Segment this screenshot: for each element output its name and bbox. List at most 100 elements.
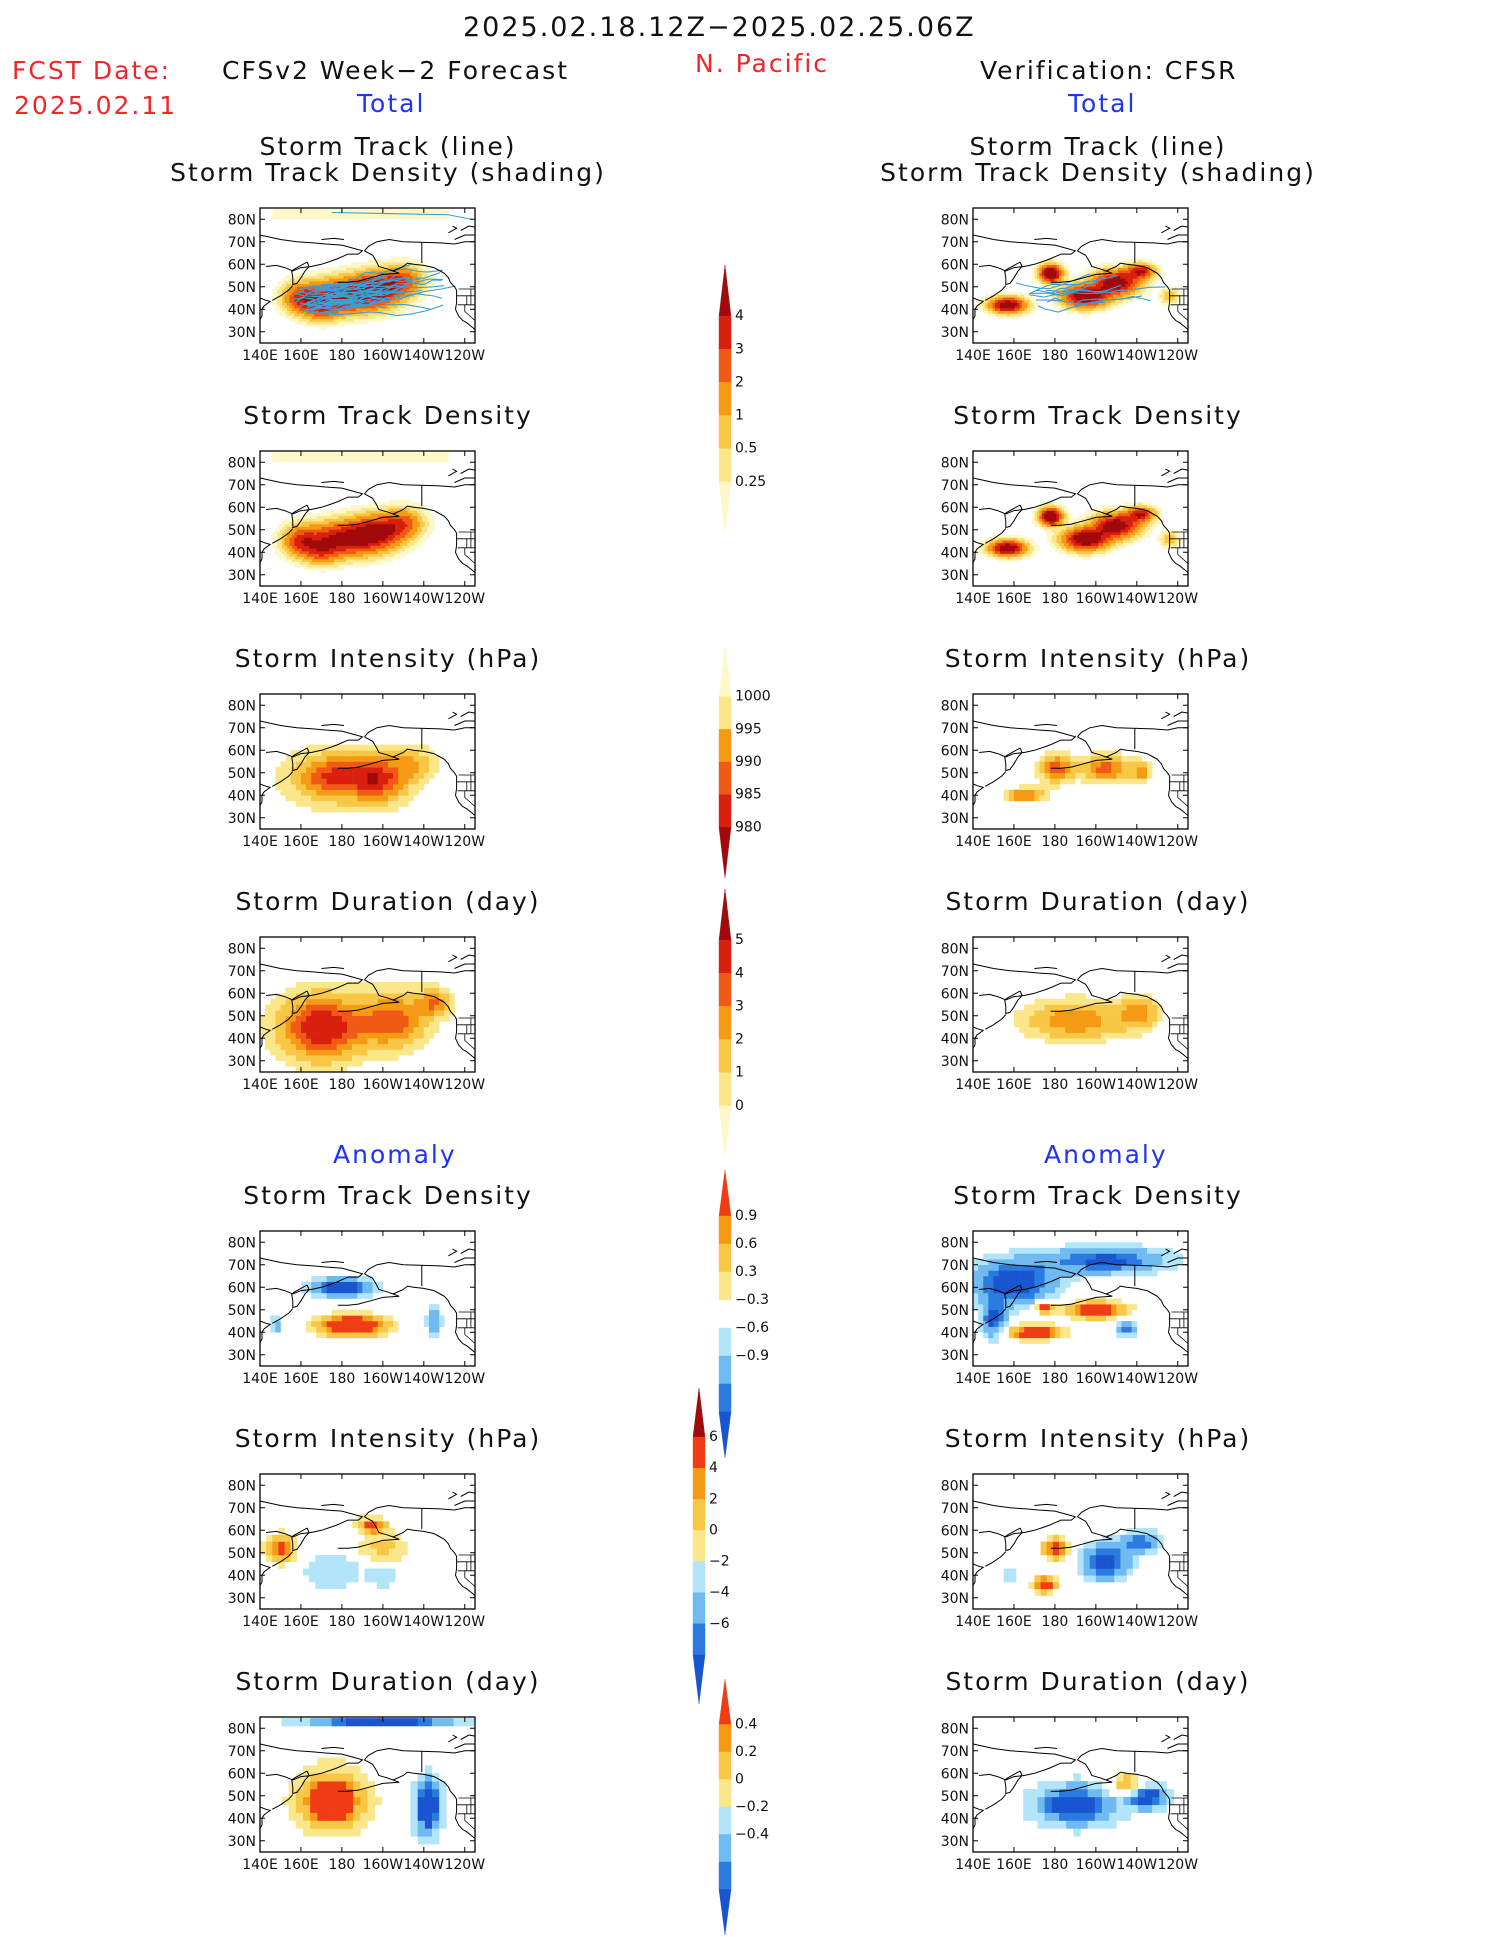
lon-tick-label: 160E (996, 1857, 1032, 1873)
colorbar-tick-label: 990 (735, 754, 762, 770)
lat-tick-label: 60N (941, 500, 969, 516)
lat-tick-label: 30N (941, 325, 969, 341)
colorbar-swatch (719, 416, 731, 449)
lat-tick-label: 60N (941, 1280, 969, 1296)
lat-tick-label: 60N (228, 743, 256, 759)
lon-tick-label: 140W (404, 1371, 445, 1387)
colorbar-tick-label: 4 (735, 965, 744, 981)
colorbar-tick-label: −0.3 (735, 1292, 769, 1308)
colorbar-swatch (719, 973, 731, 1006)
colorbar-swatch (693, 1624, 705, 1655)
lon-tick-label: 140E (955, 1614, 991, 1630)
colorbar-swatch (719, 762, 731, 795)
lat-tick-label: 30N (941, 1591, 969, 1607)
colorbar-tick-label: 0 (735, 1772, 744, 1788)
colorbar-swatch (693, 1437, 705, 1468)
lat-tick-label: 50N (941, 1009, 969, 1025)
panel-title-storm-track-shading-left: Storm Track Density (shading) (128, 160, 648, 185)
lon-tick-label: 160E (996, 834, 1032, 850)
colorbar-swatch (719, 449, 731, 482)
colorbar-anom_duration: 0.40.20−0.2−0.4 (719, 1677, 779, 1937)
lat-tick-label: 50N (228, 1009, 256, 1025)
colorbar-swatch (719, 1807, 731, 1835)
lon-tick-label: 120W (444, 591, 485, 607)
lon-tick-label: 140E (242, 591, 278, 607)
lon-tick-label: 140W (1117, 1371, 1158, 1387)
colorbar-tick-label: 995 (735, 721, 762, 737)
lon-tick-label: 180 (1042, 591, 1069, 607)
colorbar-swatch (719, 795, 731, 828)
colorbar-swatch (719, 1300, 731, 1328)
lon-tick-label: 180 (1042, 1614, 1069, 1630)
lon-tick-label: 140E (242, 348, 278, 364)
lon-tick-label: 140W (404, 834, 445, 850)
lon-tick-label: 160W (363, 1614, 404, 1630)
lon-tick-label: 120W (444, 834, 485, 850)
colorbar-tick-label: 3 (735, 341, 744, 357)
lon-tick-label: 180 (329, 1857, 356, 1873)
lat-tick-label: 50N (941, 1546, 969, 1562)
colorbar-tick-label: −0.6 (735, 1320, 769, 1336)
lon-tick-label: 160E (996, 1077, 1032, 1093)
lat-tick-label: 30N (941, 1348, 969, 1364)
colorbar-tick-label: 0.3 (735, 1264, 757, 1280)
colorbar-swatch (719, 1272, 731, 1300)
lon-tick-label: 120W (1157, 1371, 1198, 1387)
lon-tick-label: 160W (363, 834, 404, 850)
lat-tick-label: 70N (228, 1258, 256, 1274)
colorbar-swatch (719, 1040, 731, 1073)
colorbar-swatch (719, 940, 731, 973)
lat-tick-label: 80N (941, 212, 969, 228)
lat-tick-label: 40N (228, 1811, 256, 1827)
lat-tick-label: 70N (941, 721, 969, 737)
model-title: CFSv2 Week−2 Forecast (222, 58, 569, 83)
lat-tick-label: 60N (228, 1280, 256, 1296)
lat-tick-label: 30N (228, 1834, 256, 1850)
lat-tick-label: 40N (941, 1325, 969, 1341)
panel-title-density-left: Storm Track Density (128, 403, 648, 428)
lon-tick-label: 140W (1117, 834, 1158, 850)
lat-tick-label: 50N (228, 523, 256, 539)
lat-tick-label: 50N (228, 280, 256, 296)
lon-tick-label: 120W (444, 1371, 485, 1387)
colorbar-swatch (693, 1388, 705, 1437)
panel-title-anom-duration-left: Storm Duration (day) (128, 1669, 648, 1694)
lat-tick-label: 80N (941, 941, 969, 957)
lon-tick-label: 140E (242, 1614, 278, 1630)
lat-tick-label: 70N (941, 1501, 969, 1517)
colorbar-swatch (719, 1890, 731, 1936)
lat-tick-label: 40N (941, 545, 969, 561)
colorbar-tick-label: 2 (735, 1032, 744, 1048)
lon-tick-label: 160E (996, 348, 1032, 364)
colorbar-tick-label: 0 (735, 1098, 744, 1114)
lat-tick-label: 50N (941, 1303, 969, 1319)
lon-tick-label: 180 (329, 348, 356, 364)
lon-tick-label: 180 (329, 834, 356, 850)
lat-tick-label: 60N (941, 1766, 969, 1782)
lat-tick-label: 60N (941, 743, 969, 759)
lon-tick-label: 160W (1076, 1371, 1117, 1387)
colorbar-swatch (719, 1170, 731, 1216)
colorbar-swatch (719, 1752, 731, 1780)
lat-tick-label: 80N (228, 1721, 256, 1737)
lat-tick-label: 70N (228, 235, 256, 251)
fcst-date-label: FCST Date: (12, 58, 171, 83)
lon-tick-label: 120W (444, 1857, 485, 1873)
lon-tick-label: 120W (1157, 1857, 1198, 1873)
lat-tick-label: 80N (941, 1478, 969, 1494)
lat-tick-label: 40N (941, 788, 969, 804)
lon-tick-label: 180 (1042, 1077, 1069, 1093)
colorbar-tick-label: −2 (709, 1554, 730, 1570)
colorbar-swatch (719, 482, 731, 533)
shading-layer (270, 1276, 444, 1338)
lon-tick-label: 160E (996, 591, 1032, 607)
lon-tick-label: 140E (955, 348, 991, 364)
